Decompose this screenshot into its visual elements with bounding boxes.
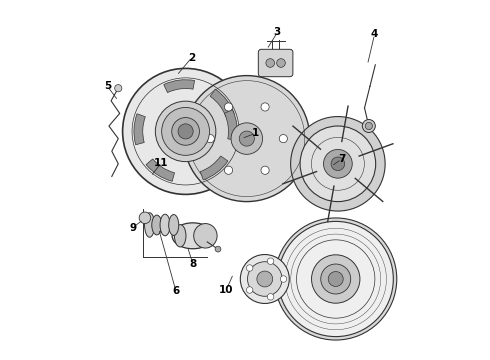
Circle shape — [246, 287, 253, 293]
Ellipse shape — [174, 225, 186, 247]
Wedge shape — [146, 159, 174, 181]
Circle shape — [139, 212, 151, 224]
Text: 10: 10 — [219, 285, 234, 295]
Circle shape — [206, 135, 214, 143]
Circle shape — [328, 271, 343, 287]
Circle shape — [261, 103, 269, 111]
Circle shape — [246, 265, 253, 271]
Wedge shape — [134, 114, 146, 145]
Circle shape — [280, 276, 287, 282]
Text: 7: 7 — [338, 154, 345, 164]
Text: 2: 2 — [188, 53, 196, 63]
Circle shape — [172, 118, 199, 145]
Circle shape — [300, 126, 376, 202]
Circle shape — [257, 271, 273, 287]
Text: 11: 11 — [154, 158, 169, 168]
Circle shape — [277, 59, 285, 67]
Circle shape — [323, 149, 352, 178]
Circle shape — [224, 103, 233, 111]
Circle shape — [224, 166, 233, 174]
Circle shape — [122, 68, 248, 194]
Circle shape — [247, 262, 282, 296]
Ellipse shape — [160, 214, 170, 236]
Circle shape — [268, 293, 274, 300]
Circle shape — [231, 123, 263, 154]
Circle shape — [115, 85, 122, 92]
Circle shape — [266, 59, 274, 67]
Circle shape — [239, 131, 254, 146]
Circle shape — [275, 218, 397, 340]
Text: 4: 4 — [371, 29, 378, 39]
Text: 5: 5 — [104, 81, 111, 91]
Text: 9: 9 — [129, 222, 136, 233]
Circle shape — [363, 120, 375, 132]
Circle shape — [261, 166, 269, 174]
Wedge shape — [164, 80, 195, 93]
Circle shape — [155, 101, 216, 162]
Wedge shape — [200, 156, 228, 180]
Circle shape — [365, 122, 372, 130]
Circle shape — [291, 117, 385, 211]
Ellipse shape — [169, 215, 179, 235]
Circle shape — [215, 246, 221, 252]
FancyBboxPatch shape — [258, 49, 293, 77]
Circle shape — [321, 264, 351, 294]
Ellipse shape — [152, 215, 162, 235]
Text: 1: 1 — [252, 128, 259, 138]
Circle shape — [184, 76, 310, 202]
Circle shape — [178, 124, 193, 139]
Circle shape — [331, 157, 344, 171]
Text: 8: 8 — [189, 258, 196, 269]
Circle shape — [312, 255, 360, 303]
Ellipse shape — [194, 224, 217, 248]
Circle shape — [278, 221, 393, 337]
Text: 3: 3 — [274, 27, 281, 37]
Text: 6: 6 — [172, 286, 179, 296]
Wedge shape — [210, 89, 234, 117]
Circle shape — [268, 258, 274, 265]
Circle shape — [279, 135, 288, 143]
Circle shape — [162, 108, 210, 156]
Ellipse shape — [172, 223, 214, 249]
Ellipse shape — [145, 213, 155, 237]
Wedge shape — [224, 109, 237, 140]
Circle shape — [240, 255, 289, 303]
